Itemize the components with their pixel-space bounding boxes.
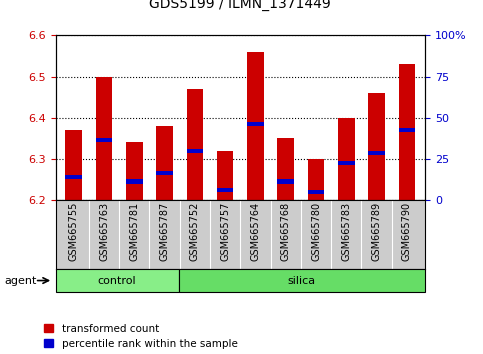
Bar <box>247 52 264 200</box>
Text: GSM665752: GSM665752 <box>190 202 200 262</box>
Bar <box>308 190 325 194</box>
Text: GSM665763: GSM665763 <box>99 202 109 261</box>
Bar <box>156 126 173 200</box>
Text: GSM665787: GSM665787 <box>159 202 170 261</box>
Text: GSM665757: GSM665757 <box>220 202 230 262</box>
Bar <box>398 64 415 200</box>
Legend: transformed count, percentile rank within the sample: transformed count, percentile rank withi… <box>44 324 238 349</box>
Bar <box>217 188 233 192</box>
Bar <box>186 89 203 200</box>
Bar <box>186 149 203 153</box>
Bar <box>398 128 415 132</box>
Bar <box>179 269 425 292</box>
Bar <box>217 150 233 200</box>
Text: GSM665789: GSM665789 <box>371 202 382 261</box>
Text: control: control <box>98 275 136 286</box>
Bar <box>156 171 173 175</box>
Bar <box>247 122 264 126</box>
Bar <box>338 161 355 165</box>
Bar <box>368 150 385 155</box>
Text: GSM665764: GSM665764 <box>251 202 260 261</box>
Text: GSM665768: GSM665768 <box>281 202 291 261</box>
Text: GDS5199 / ILMN_1371449: GDS5199 / ILMN_1371449 <box>149 0 331 11</box>
Text: silica: silica <box>288 275 316 286</box>
Text: GSM665790: GSM665790 <box>402 202 412 261</box>
Bar <box>65 130 82 200</box>
Text: GSM665781: GSM665781 <box>129 202 139 261</box>
Bar <box>277 179 294 183</box>
Bar <box>96 76 113 200</box>
Bar <box>65 175 82 179</box>
Bar <box>277 138 294 200</box>
Bar <box>56 269 179 292</box>
Text: GSM665783: GSM665783 <box>341 202 351 261</box>
Text: GSM665755: GSM665755 <box>69 202 79 262</box>
Bar <box>96 138 113 142</box>
Bar <box>126 179 142 183</box>
Text: GSM665780: GSM665780 <box>311 202 321 261</box>
Bar <box>338 118 355 200</box>
Bar <box>308 159 325 200</box>
Bar <box>126 142 142 200</box>
Bar <box>368 93 385 200</box>
Text: agent: agent <box>5 275 37 286</box>
